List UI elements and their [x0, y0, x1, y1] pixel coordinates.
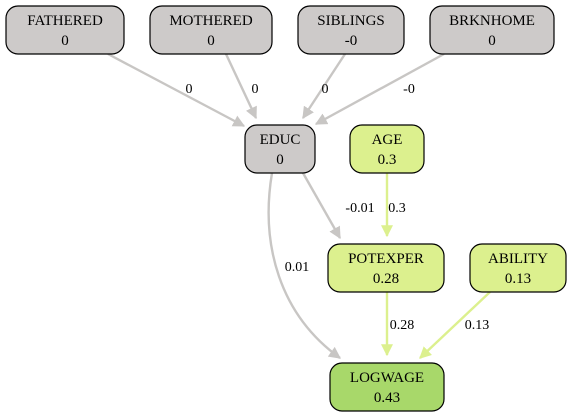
edge-label: 0.01 [285, 260, 310, 275]
node-box [329, 362, 445, 412]
node-box [149, 5, 273, 55]
edge-label: 0 [252, 82, 259, 97]
node-box [349, 124, 425, 174]
node-value: 0 [61, 33, 69, 49]
node-mothered: MOTHERED 0 [149, 5, 273, 55]
node-name: MOTHERED [169, 13, 252, 29]
edge-fathered-to-educ: 0 [107, 52, 246, 128]
edge-arrow [224, 53, 258, 120]
edge-label: 0.3 [388, 201, 406, 216]
node-box [244, 124, 316, 174]
node-value: 0.13 [505, 271, 531, 287]
node-name: LOGWAGE [350, 370, 424, 386]
edge-label: 0 [322, 82, 329, 97]
edge-label: -0.01 [345, 201, 374, 216]
node-value: 0.43 [374, 390, 400, 406]
edge-siblings-to-educ: 0 [301, 53, 347, 120]
edge-educ-to-logwage: 0.01 [267, 172, 341, 359]
node-potexper: POTEXPER 0.28 [327, 243, 445, 293]
node-logwage: LOGWAGE 0.43 [329, 362, 445, 412]
node-value: 0.28 [373, 271, 399, 287]
node-value: 0 [207, 33, 215, 49]
edge-arrow [107, 52, 246, 128]
node-name: BRKNHOME [449, 13, 535, 29]
node-box [327, 243, 445, 293]
node-value: 0 [488, 33, 496, 49]
node-name: SIBLINGS [317, 13, 385, 29]
node-name: FATHERED [27, 13, 103, 29]
node-box [429, 5, 555, 55]
node-name: ABILITY [488, 251, 548, 267]
node-ability: ABILITY 0.13 [469, 243, 567, 293]
node-box [297, 5, 405, 55]
edge-arrow [267, 172, 341, 359]
node-siblings: SIBLINGS -0 [297, 5, 405, 55]
edge-age-to-potexper: 0.3 [381, 173, 406, 238]
edge-brknhome-to-educ: -0 [314, 52, 445, 126]
edge-arrow [301, 53, 347, 120]
node-fathered: FATHERED 0 [5, 5, 125, 55]
edge-educ-to-potexper: -0.01 [301, 172, 375, 240]
node-value: 0.3 [378, 152, 397, 168]
edge-label: 0 [186, 82, 193, 97]
edge-arrow [301, 172, 342, 240]
edge-ability-to-logwage: 0.13 [419, 291, 491, 359]
node-name: EDUC [260, 132, 301, 148]
edge-potexper-to-logwage: 0.28 [381, 292, 415, 357]
node-box [5, 5, 125, 55]
edge-mothered-to-educ: 0 [224, 53, 259, 120]
edge-arrow [419, 291, 491, 359]
node-brknhome: BRKNHOME 0 [429, 5, 555, 55]
edge-label: 0.13 [465, 318, 490, 333]
node-value: 0 [276, 152, 284, 168]
edge-label: 0.28 [390, 318, 415, 333]
node-educ: EDUC 0 [244, 124, 316, 174]
node-value: -0 [345, 33, 358, 49]
node-name: POTEXPER [348, 251, 424, 267]
node-age: AGE 0.3 [349, 124, 425, 174]
edge-arrow [314, 52, 445, 126]
edge-label: -0 [403, 82, 415, 97]
node-box [469, 243, 567, 293]
node-name: AGE [372, 132, 403, 148]
